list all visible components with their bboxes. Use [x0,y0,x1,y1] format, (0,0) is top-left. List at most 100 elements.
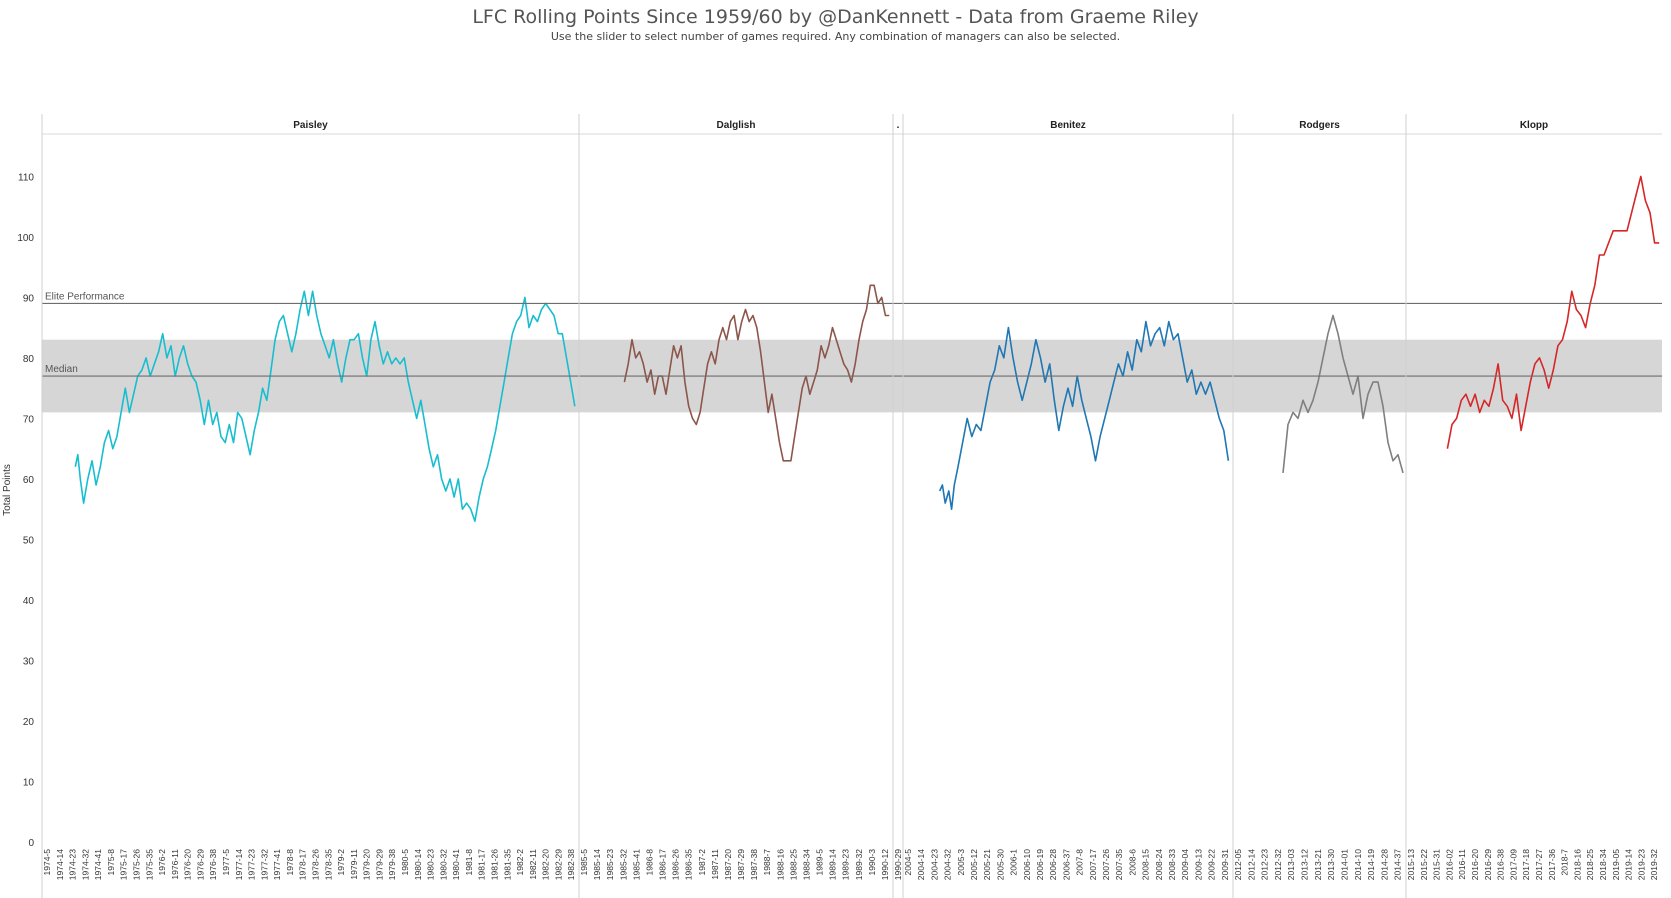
x-tick-label: 1985-32 [618,849,628,880]
x-tick-label: 2006-10 [1022,849,1032,880]
x-tick-label: 1986-8 [644,849,654,876]
y-tick-label: 50 [23,535,35,546]
x-tick-label: 2005-12 [969,849,979,880]
chart-title: LFC Rolling Points Since 1959/60 by @Dan… [472,6,1199,28]
series-line-rodgers [1282,314,1404,474]
x-tick-label: 1976-29 [195,849,205,880]
series-line-benitez [938,320,1230,510]
y-tick-label: 0 [28,838,34,849]
y-tick-label: 100 [17,233,34,244]
x-tick-label: 1982-38 [566,849,576,880]
x-tick-label: 1977-41 [272,849,282,880]
x-tick-label: 2017-27 [1534,849,1544,880]
x-tick-label: 2008-15 [1141,849,1151,880]
x-tick-label: 2012-05 [1233,849,1243,880]
x-tick-label: 2012-32 [1273,849,1283,880]
x-tick-label: 1987-38 [749,849,759,880]
x-tick-label: 1986-35 [684,849,694,880]
x-tick-label: 1981-8 [464,849,474,876]
x-tick-label: 1975-35 [144,849,154,880]
x-tick-label: 2004-5 [903,849,913,876]
x-tick-label: 2013-21 [1313,849,1323,880]
reference-label-elite-performance: Elite Performance [45,291,125,302]
x-tick-label: 2006-37 [1061,849,1071,880]
x-tick-label: 1989-23 [841,849,851,880]
x-tick-label: 2012-23 [1260,849,1270,880]
x-tick-label: 2016-20 [1470,849,1480,880]
x-tick-label: 1981-35 [502,849,512,880]
x-tick-label: 1974-5 [42,849,52,876]
x-tick-label: 2015-31 [1432,849,1442,880]
x-tick-label: 1989-14 [828,849,838,880]
x-tick-label: 1976-11 [170,849,180,880]
panel-header-gap: . [897,120,900,131]
x-tick-label: 1978-17 [298,849,308,880]
series-line-paisley [74,290,576,523]
y-tick-label: 90 [23,293,35,304]
series-line-dalglish [623,284,890,462]
x-tick-label: 2007-17 [1088,849,1098,880]
x-tick-label: 1979-20 [362,849,372,880]
x-tick-label: 2016-38 [1496,849,1506,880]
panel-header-benitez: Benitez [1050,120,1086,131]
x-tick-label: 1974-41 [93,849,103,880]
x-tick-label: 1985-5 [579,849,589,876]
x-tick-label: 2015-22 [1419,849,1429,880]
x-tick-label: 1980-5 [400,849,410,876]
x-tick-label: 1980-41 [451,849,461,880]
x-tick-label: 1977-14 [234,849,244,880]
y-tick-label: 40 [23,596,35,607]
x-tick-label: 2018-7 [1560,849,1570,876]
x-tick-label: 2014-28 [1379,849,1389,880]
x-tick-label: 1987-29 [736,849,746,880]
x-tick-label: 2013-30 [1326,849,1336,880]
x-tick-label: 2008-24 [1154,849,1164,880]
panel-header-rodgers: Rodgers [1299,120,1340,131]
x-tick-label: 2009-31 [1220,849,1230,880]
x-tick-label: 1990-3 [867,849,877,876]
x-tick-label: 1975-8 [106,849,116,876]
panel-header-dalglish: Dalglish [717,120,756,131]
x-tick-label: 1982-2 [515,849,525,876]
x-tick-label: 1975-17 [119,849,129,880]
x-tick-label: 1977-5 [221,849,231,876]
x-tick-label: 2018-34 [1598,849,1608,880]
x-tick-label: 2016-02 [1444,849,1454,880]
x-tick-label: 2013-12 [1300,849,1310,880]
x-tick-label: 2009-22 [1207,849,1217,880]
x-tick-label: 1985-41 [631,849,641,880]
x-tick-label: 1975-26 [132,849,142,880]
x-tick-label: 2005-21 [982,849,992,880]
y-tick-label: 70 [23,414,35,425]
panel-header-klopp: Klopp [1520,120,1548,131]
x-tick-label: 2004-23 [929,849,939,880]
x-tick-label: 2017-36 [1547,849,1557,880]
x-tick-label: 2006-28 [1048,849,1058,880]
x-tick-label: 1978-8 [285,849,295,876]
x-tick-label: 1988-25 [788,849,798,880]
x-tick-label: 1986-26 [671,849,681,880]
x-tick-label: 2012-14 [1246,849,1256,880]
x-tick-label: 1976-20 [183,849,193,880]
x-tick-label: 2019-05 [1611,849,1621,880]
x-tick-label: 1979-2 [336,849,346,876]
x-tick-label: 1978-26 [311,849,321,880]
y-tick-label: 20 [23,717,35,728]
x-tick-label: 1976-2 [157,849,167,876]
x-tick-label: 1989-32 [854,849,864,880]
x-tick-label: 2019-14 [1624,849,1634,880]
x-tick-label: 1988-16 [775,849,785,880]
x-tick-label: 1980-14 [413,849,423,880]
x-tick-label: 1990-12 [880,849,890,880]
x-tick-label: 1974-14 [55,849,65,880]
panel-header-paisley: Paisley [293,120,328,131]
x-tick-label: 1988-34 [801,849,811,880]
x-tick-label: 1977-23 [247,849,257,880]
x-tick-label: 1989-5 [815,849,825,876]
x-tick-label: 1974-23 [68,849,78,880]
x-tick-label: 1981-26 [490,849,500,880]
x-tick-label: 2018-16 [1572,849,1582,880]
x-tick-label: 2019-32 [1649,849,1659,880]
y-tick-label: 30 [23,656,35,667]
